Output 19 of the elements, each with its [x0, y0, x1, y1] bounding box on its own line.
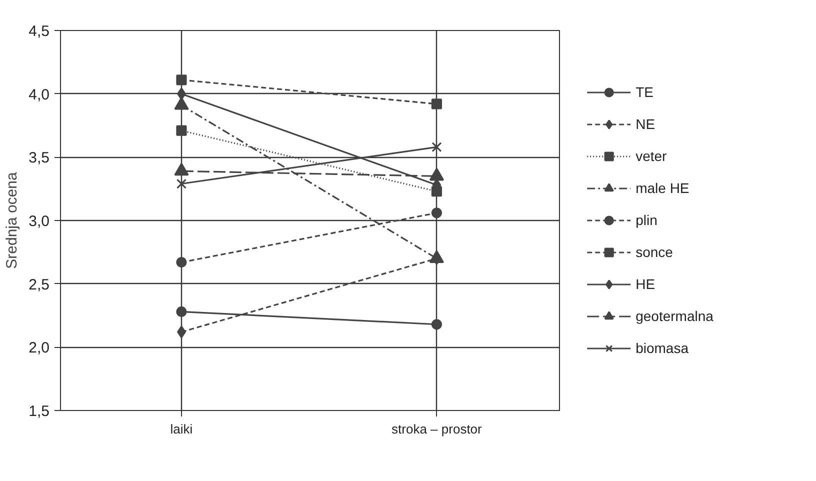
y-tick-label: 2,0 — [28, 340, 50, 357]
y-tick-label: 4,0 — [28, 86, 50, 104]
legend-label: geotermalna — [636, 308, 714, 324]
y-axis-title: Srednja ocena — [4, 171, 21, 269]
y-tick-label: 4,5 — [28, 23, 50, 40]
legend-label: plin — [636, 212, 658, 228]
y-tick-label: 1,5 — [28, 403, 50, 420]
legend-label: NE — [636, 116, 656, 132]
y-tick-label: 3,5 — [28, 150, 50, 167]
legend-label: biomasa — [636, 340, 689, 356]
legend-label: male HE — [636, 180, 690, 196]
legend-label: HE — [636, 276, 656, 292]
y-tick-label: 3,0 — [28, 213, 50, 230]
legend-label: TE — [636, 84, 654, 100]
x-tick-label: laiki — [170, 422, 193, 436]
legend-label: veter — [636, 148, 667, 164]
y-tick-label: 2,5 — [28, 276, 50, 294]
legend-label: sonce — [636, 244, 673, 260]
x-tick-label: stroka – prostor — [392, 422, 483, 436]
